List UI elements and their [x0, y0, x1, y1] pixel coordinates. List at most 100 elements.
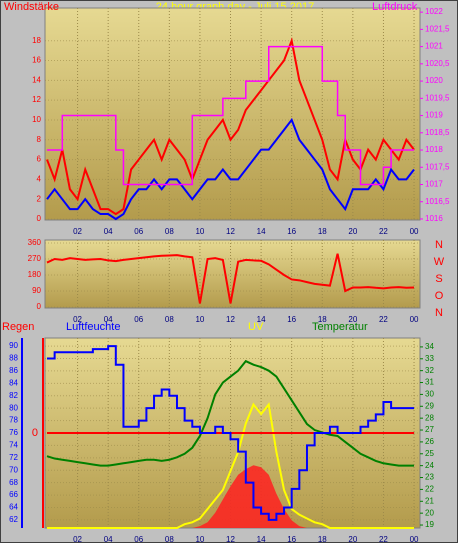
x-tick-label: 06	[134, 227, 143, 236]
y-tick-label: 72	[9, 453, 18, 462]
y2-tick-label: 25	[425, 449, 434, 458]
y2-tick-label: 1020	[425, 76, 443, 85]
legend-label: Luftdruck	[372, 1, 418, 13]
x-tick-label: 02	[73, 535, 82, 543]
x-tick-label: 04	[104, 535, 113, 543]
y2-tick-label: 1019,5	[425, 93, 450, 102]
compass-label: N	[435, 239, 443, 251]
y-tick-label: 360	[28, 238, 42, 247]
plot-area	[44, 7, 421, 221]
y-tick-label: 74	[9, 441, 18, 450]
x-tick-label: 16	[287, 535, 296, 543]
y-tick-label: 14	[32, 75, 41, 84]
x-tick-label: 22	[379, 535, 388, 543]
x-tick-label: 14	[257, 227, 266, 236]
series-line	[46, 345, 415, 521]
y2-tick-label: 32	[425, 366, 434, 375]
series-line	[46, 117, 415, 221]
x-tick-label: 08	[165, 535, 174, 543]
y-tick-label: 86	[9, 366, 18, 375]
y2-tick-label: 1019	[425, 111, 443, 120]
x-tick-label: 04	[104, 227, 113, 236]
x-tick-label: 14	[257, 535, 266, 543]
x-tick-label: 06	[134, 535, 143, 543]
legend-label: UV	[248, 321, 264, 333]
x-tick-label: 14	[257, 315, 266, 324]
y-tick-label: 70	[9, 465, 18, 474]
y2-tick-label: 34	[425, 342, 434, 351]
x-tick-label: 22	[379, 227, 388, 236]
y-tick-label: 180	[28, 270, 42, 279]
x-tick-label: 00	[410, 315, 419, 324]
y-tick-label: 80	[9, 403, 18, 412]
y2-tick-label: 24	[425, 461, 434, 470]
y-tick-label: 82	[9, 391, 18, 400]
y2-tick-label: 26	[425, 437, 434, 446]
x-tick-label: 20	[348, 227, 357, 236]
legend-label: Regen	[2, 321, 34, 333]
y-tick-label: 4	[37, 174, 42, 183]
x-tick-label: 08	[165, 315, 174, 324]
y2-tick-label: 1021	[425, 42, 443, 51]
x-tick-label: 02	[73, 315, 82, 324]
x-tick-label: 18	[318, 535, 327, 543]
y2-tick-label: 22	[425, 485, 434, 494]
x-tick-label: 10	[195, 535, 204, 543]
legend-label: Temperatur	[312, 321, 368, 333]
x-tick-label: 18	[318, 315, 327, 324]
y2-tick-label: 1022	[425, 7, 443, 16]
x-tick-label: 20	[348, 315, 357, 324]
x-tick-label: 02	[73, 227, 82, 236]
x-tick-label: 12	[226, 227, 235, 236]
compass-label: S	[435, 273, 442, 285]
y-tick-label: 12	[32, 95, 41, 104]
series-line	[46, 359, 415, 467]
y2-tick-label: 1017,5	[425, 162, 450, 171]
y-tick-label: 62	[9, 515, 18, 524]
x-tick-label: 08	[165, 227, 174, 236]
x-tick-label: 12	[226, 315, 235, 324]
area	[46, 465, 415, 528]
x-tick-label: 16	[287, 315, 296, 324]
y2-tick-label: 23	[425, 473, 434, 482]
x-tick-label: 22	[379, 315, 388, 324]
y2-tick-label: 27	[425, 425, 434, 434]
y2-tick-label: 33	[425, 354, 434, 363]
y2-tick-label: 1016	[425, 214, 443, 223]
y-tick-label: 84	[9, 378, 18, 387]
x-tick-label: 16	[287, 227, 296, 236]
y3-tick-label: 0	[32, 427, 38, 439]
y-tick-label: 6	[37, 155, 42, 164]
series-line	[46, 402, 415, 529]
x-tick-label: 20	[348, 535, 357, 543]
y-tick-label: 18	[32, 36, 41, 45]
legend-label: Windstärke	[4, 1, 59, 13]
y2-tick-label: 21	[425, 496, 434, 505]
y-tick-label: 0	[37, 302, 42, 311]
y-tick-label: 88	[9, 354, 18, 363]
x-tick-label: 00	[410, 535, 419, 543]
x-tick-label: 10	[195, 227, 204, 236]
y2-tick-label: 1018,5	[425, 128, 450, 137]
y2-tick-label: 30	[425, 390, 434, 399]
x-tick-label: 06	[134, 315, 143, 324]
compass-label: O	[435, 290, 444, 302]
y2-tick-label: 1018	[425, 145, 443, 154]
y2-tick-label: 1021,5	[425, 24, 450, 33]
series-line	[46, 45, 415, 186]
y2-tick-label: 20	[425, 508, 434, 517]
series-line	[46, 37, 415, 216]
compass-label: N	[435, 307, 443, 319]
y2-tick-label: 29	[425, 401, 434, 410]
compass-label: W	[434, 256, 445, 268]
legend-label: Luftfeuchte	[66, 321, 120, 333]
y2-tick-label: 19	[425, 520, 434, 529]
y-tick-label: 8	[37, 135, 42, 144]
y-tick-label: 76	[9, 428, 18, 437]
y-tick-label: 10	[32, 115, 41, 124]
series-line	[46, 253, 415, 304]
y-tick-label: 90	[9, 341, 18, 350]
y-tick-label: 78	[9, 416, 18, 425]
y-tick-label: 68	[9, 478, 18, 487]
